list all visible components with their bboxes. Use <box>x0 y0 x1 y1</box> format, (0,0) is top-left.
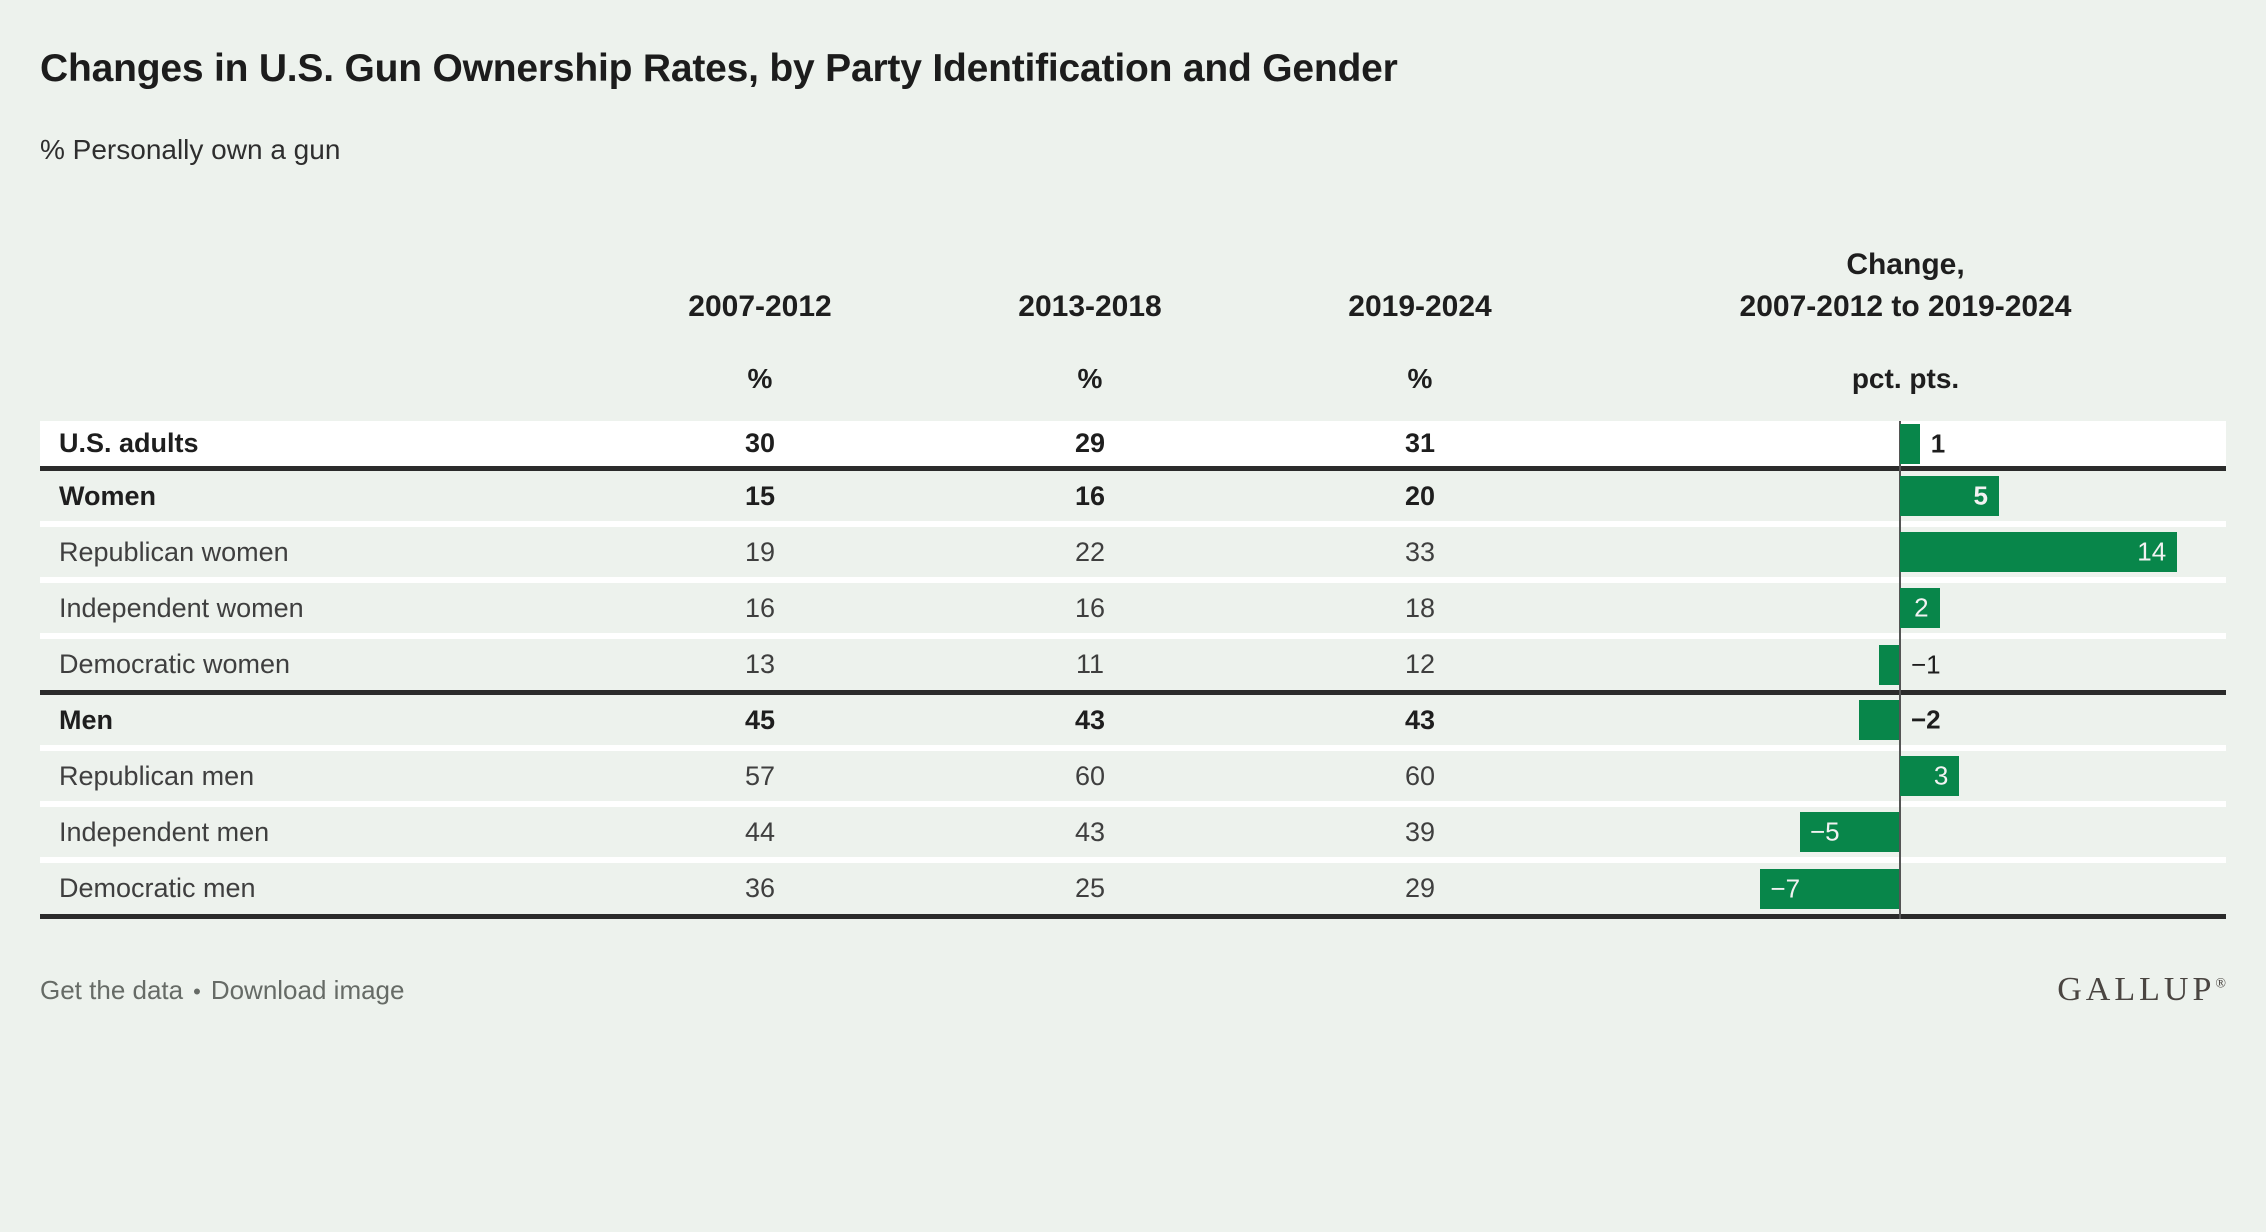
chart-card: Changes in U.S. Gun Ownership Rates, by … <box>0 46 2266 1232</box>
value-2007-2012: 30 <box>744 428 776 458</box>
registered-mark: ® <box>2215 976 2226 992</box>
chart-subtitle: % Personally own a gun <box>40 134 341 165</box>
change-value-label: −1 <box>1911 649 1941 679</box>
link-separator: • <box>193 978 201 1004</box>
change-value-label: −5 <box>1810 816 1840 847</box>
change-bar <box>1900 588 1940 628</box>
table-row: Men 45 43 43 −2 <box>40 695 2226 751</box>
unit-percent-3: % <box>1407 363 1433 394</box>
zero-axis-line <box>1899 421 1901 919</box>
table-row: Republican men 57 60 60 3 <box>40 751 2226 807</box>
value-2019-2024: 43 <box>1404 704 1436 735</box>
row-label: Republican women <box>59 536 289 567</box>
value-2019-2024: 39 <box>1404 816 1436 847</box>
value-2013-2018: 29 <box>1074 428 1106 458</box>
column-header-2019-2024: 2019-2024 <box>1348 290 1492 323</box>
footer-links: Get the data • Download image <box>40 975 404 1006</box>
value-2019-2024: 20 <box>1404 480 1436 511</box>
change-cell: −1 <box>1585 639 2226 690</box>
column-header-change: Change, 2007-2012 to 2019-2024 <box>1739 248 2072 323</box>
change-bar <box>1900 423 1920 464</box>
change-bar <box>1900 532 2178 572</box>
row-label: Women <box>59 480 157 511</box>
label-column-spacer <box>40 364 595 394</box>
value-2013-2018: 25 <box>1074 873 1106 903</box>
value-2007-2012: 16 <box>744 592 776 623</box>
change-value-label: 14 <box>2137 536 2167 567</box>
value-2013-2018: 16 <box>1074 480 1106 511</box>
unit-pct-pts: pct. pts. <box>1851 363 1960 394</box>
change-value-label: −2 <box>1911 704 1941 735</box>
row-label: Republican men <box>59 760 255 791</box>
value-2007-2012: 19 <box>744 536 776 567</box>
change-cell: −2 <box>1585 695 2226 745</box>
value-2007-2012: 57 <box>744 760 776 791</box>
row-label: Independent men <box>59 816 270 847</box>
change-cell: 3 <box>1585 751 2226 801</box>
table-row: U.S. adults 30 29 31 1 <box>40 421 2226 471</box>
change-value-label: 3 <box>1933 760 1949 791</box>
value-2013-2018: 43 <box>1074 704 1106 735</box>
unit-percent-2: % <box>1077 363 1103 394</box>
table-row: Independent women 16 16 18 2 <box>40 583 2226 639</box>
change-bar <box>1900 756 1960 796</box>
value-2019-2024: 33 <box>1404 536 1436 567</box>
value-2013-2018: 16 <box>1074 592 1106 623</box>
value-2007-2012: 45 <box>744 704 776 735</box>
table-row: Women 15 16 20 5 <box>40 471 2226 527</box>
get-the-data-link[interactable]: Get the data <box>40 974 184 1005</box>
value-2019-2024: 18 <box>1404 592 1436 623</box>
change-value-label: −7 <box>1770 873 1801 903</box>
row-label: Democratic men <box>59 873 256 903</box>
change-bar <box>1800 812 1899 852</box>
change-bar <box>1760 868 1899 909</box>
change-cell: −7 <box>1585 863 2226 914</box>
change-cell: −5 <box>1585 807 2226 857</box>
table-row: Democratic men 36 25 29 −7 <box>40 863 2226 919</box>
table-row: Republican women 19 22 33 14 <box>40 527 2226 583</box>
change-bar <box>1859 700 1899 740</box>
value-2019-2024: 12 <box>1404 649 1436 679</box>
value-2007-2012: 36 <box>744 873 776 903</box>
table-row: Independent men 44 43 39 −5 <box>40 807 2226 863</box>
row-label: Independent women <box>59 592 304 623</box>
change-cell: 1 <box>1585 421 2226 466</box>
column-headers: 2007-2012 2013-2018 2019-2024 Change, 200… <box>40 244 2226 328</box>
column-header-2013-2018: 2013-2018 <box>1018 290 1162 323</box>
value-2007-2012: 13 <box>744 649 776 679</box>
unit-percent-1: % <box>747 363 773 394</box>
unit-headers: % % % pct. pts. <box>40 364 2226 394</box>
change-value-label: 5 <box>1973 480 1988 511</box>
row-label: Men <box>59 704 113 735</box>
change-cell: 14 <box>1585 527 2226 577</box>
page-title: Changes in U.S. Gun Ownership Rates, by … <box>40 47 1398 90</box>
change-cell: 2 <box>1585 583 2226 633</box>
change-value-label: 1 <box>1930 428 1946 458</box>
change-value-label: 2 <box>1914 592 1929 623</box>
data-table: U.S. adults 30 29 31 1 Women 15 16 20 5 … <box>40 421 2226 919</box>
change-bar <box>1879 644 1899 685</box>
download-image-link[interactable]: Download image <box>210 974 405 1005</box>
table-row: Democratic women 13 11 12 −1 <box>40 639 2226 695</box>
value-2007-2012: 44 <box>744 816 776 847</box>
change-bar <box>1900 476 1999 516</box>
value-2013-2018: 43 <box>1074 816 1106 847</box>
column-header-2007-2012: 2007-2012 <box>688 290 832 323</box>
value-2019-2024: 31 <box>1404 428 1436 458</box>
row-label: U.S. adults <box>59 428 199 458</box>
row-label: Democratic women <box>59 649 291 679</box>
value-2019-2024: 29 <box>1404 873 1436 903</box>
value-2013-2018: 11 <box>1075 649 1105 679</box>
value-2013-2018: 22 <box>1074 536 1106 567</box>
change-cell: 5 <box>1585 471 2226 521</box>
value-2013-2018: 60 <box>1074 760 1106 791</box>
gallup-logo: GALLUP® <box>2057 971 2226 1008</box>
value-2019-2024: 60 <box>1404 760 1436 791</box>
value-2007-2012: 15 <box>744 480 776 511</box>
footer: Get the data • Download image GALLUP® <box>40 971 2226 1009</box>
table-rows: U.S. adults 30 29 31 1 Women 15 16 20 5 … <box>40 421 2226 919</box>
